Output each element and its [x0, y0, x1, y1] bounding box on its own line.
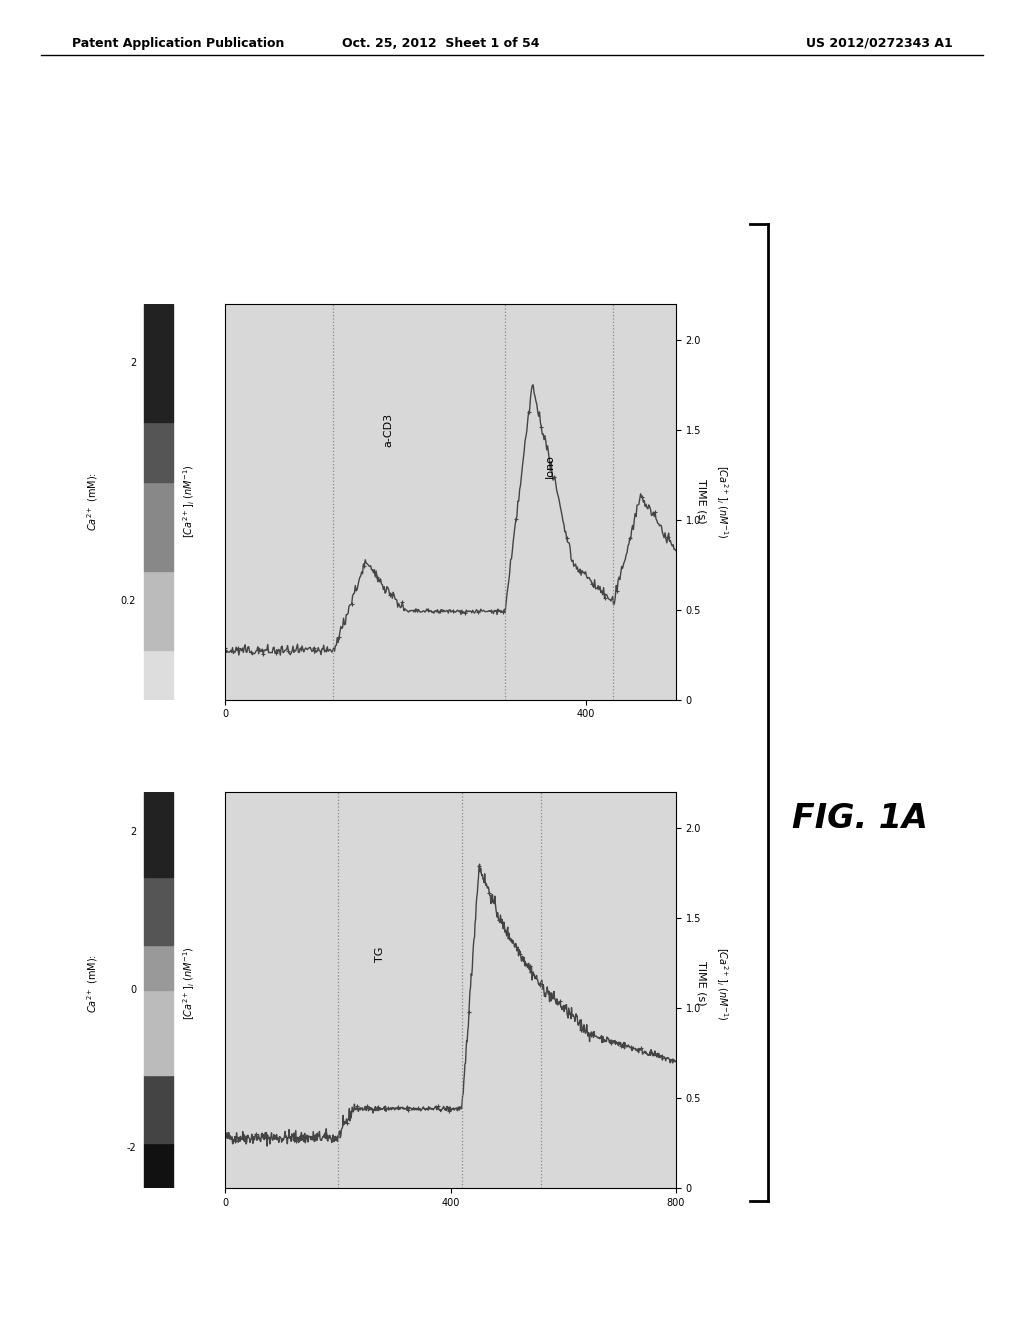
Bar: [144, 570, 173, 651]
Bar: [144, 1074, 173, 1143]
Text: TIME (s): TIME (s): [696, 961, 707, 1006]
Bar: [144, 482, 173, 570]
Bar: [144, 792, 173, 876]
Bar: [144, 304, 173, 422]
Text: 2: 2: [130, 826, 136, 837]
Bar: [144, 990, 173, 1074]
Bar: [144, 876, 173, 945]
Text: $[Ca^{2+}]_i$ $(nM^{-1})$: $[Ca^{2+}]_i$ $(nM^{-1})$: [181, 465, 198, 539]
Text: FIG. 1A: FIG. 1A: [793, 801, 928, 836]
Bar: [144, 422, 173, 482]
Text: $Ca^{2+}$ (mM):: $Ca^{2+}$ (mM):: [85, 473, 99, 531]
Text: $[Ca^{2+}]_i$ $(nM^{-1})$: $[Ca^{2+}]_i$ $(nM^{-1})$: [714, 946, 730, 1020]
Text: 0: 0: [130, 985, 136, 995]
Text: 0.2: 0.2: [121, 595, 136, 606]
Bar: [144, 651, 173, 700]
Text: Iono: Iono: [545, 454, 555, 478]
Bar: [144, 945, 173, 990]
Text: 2: 2: [130, 358, 136, 368]
Text: TG: TG: [375, 946, 385, 962]
Text: Patent Application Publication: Patent Application Publication: [72, 37, 284, 50]
Text: $Ca^{2+}$ (mM):: $Ca^{2+}$ (mM):: [85, 954, 99, 1012]
Text: $[Ca^{2+}]_i$ $(nM^{-1})$: $[Ca^{2+}]_i$ $(nM^{-1})$: [181, 946, 198, 1020]
Bar: [144, 1143, 173, 1188]
Text: -2: -2: [126, 1143, 136, 1154]
Text: US 2012/0272343 A1: US 2012/0272343 A1: [806, 37, 952, 50]
Text: Oct. 25, 2012  Sheet 1 of 54: Oct. 25, 2012 Sheet 1 of 54: [342, 37, 539, 50]
Text: a-CD3: a-CD3: [383, 413, 393, 446]
Text: $[Ca^{2+}]_i$ $(nM^{-1})$: $[Ca^{2+}]_i$ $(nM^{-1})$: [714, 465, 730, 539]
Text: TIME (s): TIME (s): [696, 479, 707, 524]
